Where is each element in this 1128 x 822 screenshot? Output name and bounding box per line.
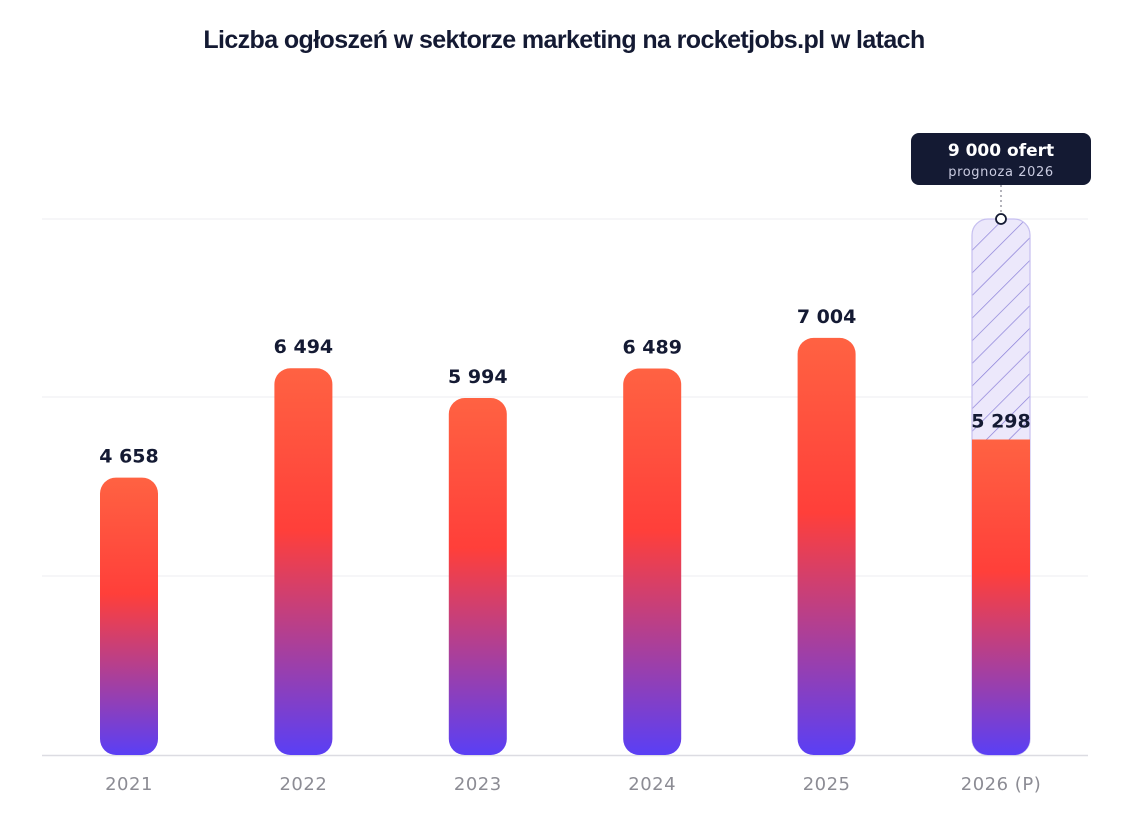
bar-2021 xyxy=(100,477,158,755)
x-tick-label: 2023 xyxy=(454,774,502,795)
x-tick-label: 2021 xyxy=(105,774,153,795)
callout-value: 9 000 ofert xyxy=(948,141,1054,161)
value-label: 5 994 xyxy=(448,366,508,388)
forecast-callout: 9 000 ofert prognoza 2026 xyxy=(911,133,1091,225)
value-label: 6 489 xyxy=(622,337,682,359)
value-label: 5 298 xyxy=(971,410,1031,432)
chart-title: Liczba ogłoszeń w sektorze marketing na … xyxy=(203,26,925,54)
callout-subtitle: prognoza 2026 xyxy=(948,165,1054,180)
x-tick-label: 2022 xyxy=(279,774,327,795)
value-label: 6 494 xyxy=(274,336,334,358)
bar-2024 xyxy=(623,368,682,755)
forecast-marker xyxy=(995,213,1007,225)
bar-2026-p xyxy=(972,439,1030,755)
bar-2022 xyxy=(274,368,333,755)
value-label: 7 004 xyxy=(797,306,857,328)
value-label: 4 658 xyxy=(99,446,159,468)
value-labels: 4 658 6 494 5 994 6 489 7 004 5 298 xyxy=(99,306,1031,468)
gridlines xyxy=(42,218,1088,757)
x-axis-ticks: 2021 2022 2023 2024 2025 2026 (P) xyxy=(105,774,1041,795)
x-tick-label: 2024 xyxy=(628,774,676,795)
bar-2025 xyxy=(797,337,856,755)
bars xyxy=(100,218,1031,756)
x-tick-label: 2026 (P) xyxy=(961,774,1041,795)
x-tick-label: 2025 xyxy=(803,774,851,795)
callout-box xyxy=(911,133,1091,185)
bar-2023 xyxy=(448,398,507,755)
